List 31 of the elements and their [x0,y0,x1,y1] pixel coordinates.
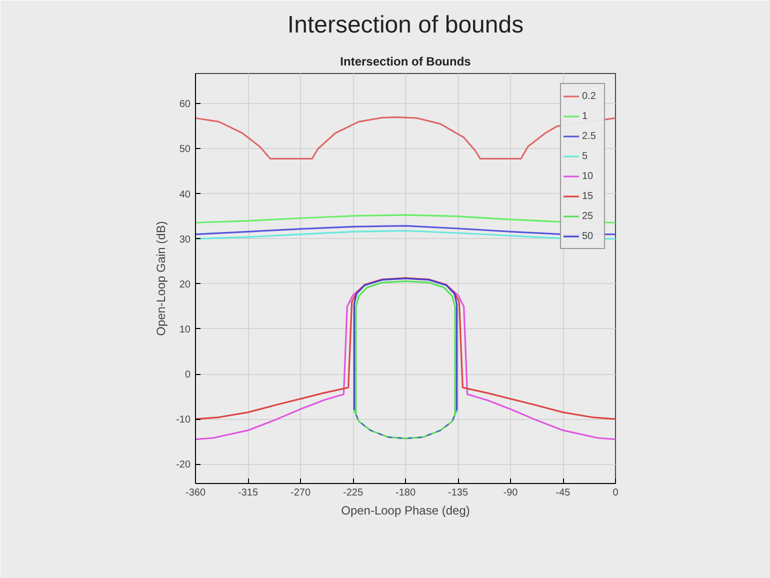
x-tick-label: -360 [185,488,206,498]
y-tick-label: 10 [179,324,191,336]
y-tick-label: 0 [184,370,191,381]
x-tick-label: -135 [448,488,468,498]
line-series [196,230,616,240]
chart-title: Intersection of bounds [287,12,524,38]
y-tick-label: 30 [179,234,191,246]
y-tick-label: 50 [179,144,191,156]
y-tick-label: -10 [176,414,191,426]
legend-label: 5 [582,150,589,162]
x-tick-label: -45 [556,488,571,498]
x-tick-label: -180 [395,488,416,498]
legend-label: 50 [582,230,594,242]
y-tick-label: 40 [179,189,191,200]
y-axis-title: Open-Loop Gain (dB) [154,221,168,336]
y-tick-label: 60 [179,99,191,110]
y-tick-label: 20 [179,279,191,290]
x-tick-label: -270 [290,488,311,498]
x-tick-label: 0 [612,488,619,498]
legend-label: 2.5 [582,130,597,142]
legend-label: 1 [582,110,589,122]
legend-label: 15 [582,190,594,202]
x-tick-label: -225 [342,488,364,498]
legend-label: 25 [582,210,594,222]
legend-label: 0.2 [582,90,597,102]
x-tick-label: -315 [238,488,258,498]
chart-subtitle: Intersection of Bounds [340,54,472,68]
legend-label: 10 [582,170,594,182]
x-axis-title: Open-Loop Phase (deg) [341,504,470,518]
y-tick-label: -20 [176,460,191,471]
x-tick-label: -90 [503,488,518,498]
